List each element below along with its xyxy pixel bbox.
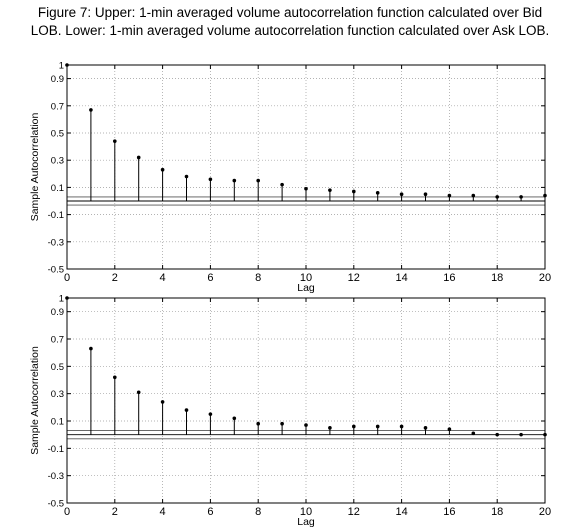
x-tick-label: 12 (348, 272, 360, 284)
x-tick-label: 16 (443, 272, 455, 284)
x-tick-label: 10 (300, 272, 312, 284)
stem-marker (304, 423, 308, 427)
stem-marker (89, 108, 93, 112)
stem-marker (471, 431, 476, 436)
stem-marker (280, 421, 284, 426)
stem-marker (519, 432, 523, 437)
stem-marker (328, 188, 332, 192)
y-tick-label: -0.1 (48, 210, 64, 221)
stem-marker (89, 346, 93, 351)
y-tick-label: 0.1 (51, 183, 64, 194)
stem-marker (113, 139, 117, 143)
y-tick-label: 0.1 (51, 417, 64, 428)
figure-caption: Figure 7: Upper: 1-min averaged volume a… (0, 4, 580, 40)
x-tick-label: 14 (395, 272, 407, 284)
x-tick-label: 6 (207, 272, 213, 284)
x-tick-label: 0 (64, 272, 70, 284)
stem-marker (352, 424, 356, 429)
stem-marker (232, 416, 237, 421)
stem-marker (495, 195, 500, 199)
y-tick-label: 0.7 (51, 335, 64, 346)
y-tick-label: 0.9 (51, 307, 64, 318)
stem-marker (208, 412, 213, 416)
chart-lower: 0 2 4 6 8 10 12 14 16 18 20 -0.5 -0.3 -0.1 0.1 0.3 0.5 0.… (29, 294, 551, 528)
x-tick-label: 14 (395, 506, 407, 518)
stem-marker (447, 193, 452, 198)
stem-marker (399, 192, 404, 196)
stem-marker (208, 177, 213, 182)
stem-marker (184, 174, 189, 179)
stem-marker (375, 424, 380, 429)
y-tick-label: 0.5 (51, 362, 64, 373)
y-tick-label: -0.1 (48, 444, 64, 455)
caption-line-1: Figure 7: Upper: 1-min averaged volume a… (37, 5, 543, 20)
stem-marker (495, 432, 500, 437)
stem-marker (113, 375, 117, 380)
x-tick-label: 6 (207, 506, 213, 518)
x-tick-label: 16 (443, 506, 455, 518)
stem-marker (471, 193, 476, 198)
stem-marker (423, 426, 428, 430)
stem-marker (256, 421, 261, 426)
y-tick-label: 0.7 (51, 101, 64, 112)
x-tick-label: 4 (160, 272, 166, 284)
y-tick-label: 0.3 (51, 156, 64, 167)
stem-marker (136, 390, 141, 395)
stem-marker (304, 186, 308, 191)
stem-marker (160, 400, 165, 404)
y-tick-label: 1 (59, 61, 64, 72)
x-tick-label: 12 (348, 506, 360, 518)
stem-marker (232, 178, 237, 183)
x-axis-label: Lag (297, 516, 315, 528)
stem-marker (136, 155, 141, 160)
x-tick-label: 4 (160, 506, 166, 518)
y-axis-label: Sample Autocorrelation (29, 346, 41, 455)
stem-marker (519, 195, 523, 199)
stem-marker (447, 427, 452, 432)
y-tick-label: -0.3 (48, 237, 64, 248)
stem-marker (280, 182, 284, 187)
stem-marker (352, 189, 356, 194)
y-tick-label: -0.5 (48, 265, 64, 276)
y-tick-label: -0.3 (48, 471, 64, 482)
x-tick-label: 18 (491, 506, 503, 518)
chart-upper: 0 2 4 6 8 10 12 14 16 18 20 -0.5 -0.3 -0.1 0.1 0.3 0.5 0.… (29, 61, 551, 295)
x-tick-label: 2 (112, 506, 118, 518)
y-tick-label: 0.3 (51, 389, 64, 400)
x-tick-label: 2 (112, 272, 118, 284)
stem-marker (160, 167, 165, 172)
stem-marker (184, 408, 189, 412)
stem-marker (375, 191, 380, 195)
stem-marker (328, 426, 332, 430)
stem-marker (256, 178, 261, 183)
x-tick-label: 20 (539, 272, 551, 284)
x-tick-label: 20 (539, 506, 551, 518)
y-tick-label: 0.5 (51, 129, 64, 140)
stem-marker (399, 424, 404, 429)
x-tick-label: 0 (64, 506, 70, 518)
y-axis-label: Sample Autocorrelation (29, 113, 41, 222)
x-tick-label: 8 (255, 506, 261, 518)
stem-marker (423, 192, 428, 196)
x-axis-label: Lag (297, 282, 315, 294)
y-tick-label: 1 (59, 294, 64, 305)
y-tick-label: -0.5 (48, 499, 64, 510)
y-tick-label: 0.9 (51, 74, 64, 85)
x-tick-label: 10 (300, 506, 312, 518)
x-tick-label: 18 (491, 272, 503, 284)
x-tick-label: 8 (255, 272, 261, 284)
caption-line-2: LOB. Lower: 1-min averaged volume autoco… (30, 23, 550, 38)
